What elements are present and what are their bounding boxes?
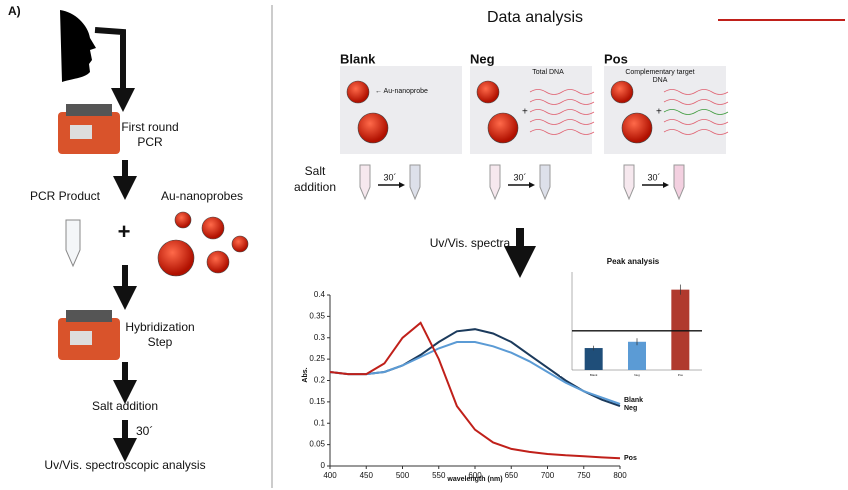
- y-tick-label: 0.1: [314, 418, 326, 427]
- series-label: Blank: [624, 397, 643, 404]
- x-tick-label: 500: [396, 471, 410, 480]
- time-label: 30´: [383, 172, 396, 182]
- x-tick-label: 700: [541, 471, 555, 480]
- panel-label: Pos: [604, 51, 628, 66]
- nanoparticle: [347, 81, 369, 103]
- step-label: First round: [121, 120, 178, 134]
- salt-label: addition: [294, 180, 336, 194]
- step-label: Step: [148, 335, 173, 349]
- title: Data analysis: [487, 9, 583, 26]
- tube-icon: [66, 220, 80, 266]
- pcr-product-label: PCR Product: [30, 189, 101, 203]
- nanoparticle: [358, 113, 388, 143]
- page: { "panel_label": "A)", "workflow": { "st…: [0, 0, 848, 490]
- bar: [628, 342, 646, 370]
- plus: +: [118, 219, 131, 244]
- y-tick-label: 0.05: [309, 440, 325, 449]
- tube: [540, 165, 550, 199]
- bar: [671, 290, 689, 370]
- panel-note: Complementary target: [625, 69, 694, 76]
- y-tick-label: 0: [321, 461, 326, 470]
- nanoparticle: [477, 81, 499, 103]
- tube: [410, 165, 420, 199]
- y-axis-label: Abs.: [302, 367, 309, 382]
- nanoparticle: [622, 113, 652, 143]
- salt-label: Salt: [305, 164, 326, 178]
- time-label: 30´: [136, 424, 153, 438]
- step-label: Salt addition: [92, 399, 158, 413]
- bar: [585, 348, 603, 370]
- pcr-machine: [58, 310, 120, 360]
- series-label: Neg: [624, 405, 637, 412]
- tube: [490, 165, 500, 199]
- x-axis-label: wavelength (nm): [446, 476, 502, 483]
- panel-note: Total DNA: [532, 69, 564, 76]
- y-tick-label: 0.35: [309, 311, 325, 320]
- nanoparticles: [158, 212, 248, 276]
- panel-note: ← Au-nanoprobe: [375, 88, 428, 95]
- nanoparticle: [488, 113, 518, 143]
- panel-label: Blank: [340, 51, 376, 66]
- pcr-machine: [58, 104, 120, 154]
- x-tick-label: Neg: [634, 373, 640, 377]
- panel-label: Neg: [470, 51, 495, 66]
- time-label: 30´: [647, 172, 660, 182]
- y-tick-label: 0.25: [309, 354, 325, 363]
- arrow: [95, 30, 123, 100]
- step-label: PCR: [137, 135, 163, 149]
- face-icon: [60, 10, 96, 82]
- panel-label: A): [8, 4, 21, 18]
- y-tick-label: 0.4: [314, 290, 326, 299]
- x-tick-label: Pos: [678, 373, 684, 377]
- step-label: Hybridization: [125, 320, 194, 334]
- step-label: Uv/Vis. spectroscopic analysis: [44, 458, 205, 472]
- panel-note: DNA: [653, 77, 668, 84]
- y-tick-label: 0.2: [314, 376, 326, 385]
- tube: [360, 165, 370, 199]
- figure: A) First round PCR PCR Product Au-nanopr…: [0, 0, 848, 490]
- spectra-label: Uv/Vis. spectra: [430, 236, 511, 250]
- x-tick-label: 450: [360, 471, 374, 480]
- series-label: Pos: [624, 455, 637, 462]
- y-tick-label: 0.3: [314, 333, 326, 342]
- x-tick-label: 550: [432, 471, 446, 480]
- x-tick-label: 750: [577, 471, 591, 480]
- time-label: 30´: [513, 172, 526, 182]
- tube: [674, 165, 684, 199]
- panel-image: [340, 66, 462, 154]
- panels: Blank ← Au-nanoprobe 30´ Neg + Total DNA 30´ Po…: [340, 51, 728, 199]
- y-tick-label: 0.15: [309, 397, 325, 406]
- x-tick-label: 650: [505, 471, 519, 480]
- nanoparticle: [611, 81, 633, 103]
- x-tick-label: Blank: [590, 373, 598, 377]
- nanoprobe-label: Au-nanoprobes: [161, 189, 243, 203]
- plus: +: [656, 107, 662, 118]
- tube: [624, 165, 634, 199]
- plus: +: [522, 107, 528, 118]
- x-tick-label: 400: [323, 471, 337, 480]
- x-tick-label: 800: [613, 471, 627, 480]
- chart-title: Peak analysis: [607, 257, 660, 266]
